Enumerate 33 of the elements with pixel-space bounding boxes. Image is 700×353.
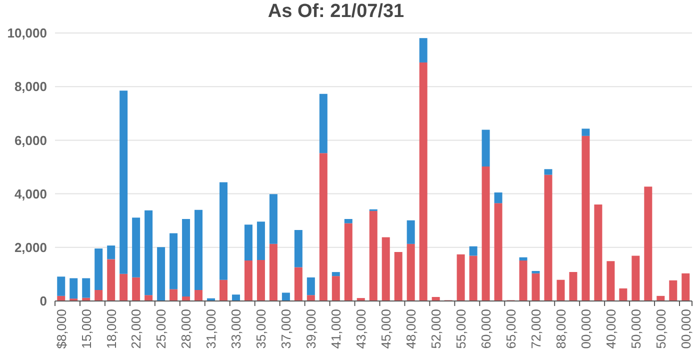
- x-tick-label: 88,000: [553, 309, 568, 349]
- x-tick-label: 15,000: [78, 309, 94, 349]
- x-tick-label: 50,000: [628, 309, 644, 349]
- y-tick-label: 6,000: [14, 132, 47, 148]
- x-tick-label: 55,000: [453, 309, 468, 349]
- x-tick-label: 00,000: [578, 309, 594, 349]
- x-tick-label: 60,000: [478, 309, 494, 349]
- x-tick-label: 39,000: [304, 309, 319, 349]
- x-tick-label: 37,000: [278, 309, 294, 349]
- chart-title: As Of: 21/07/31: [266, 0, 406, 24]
- x-tick-label: 25,000: [154, 309, 169, 349]
- x-tick-label: 45,000: [378, 309, 394, 349]
- x-tick-label: 18,000: [104, 309, 119, 349]
- y-tick-label: 2,000: [14, 240, 47, 256]
- y-tick-label: 8,000: [14, 79, 47, 94]
- x-tick-label: 33,000: [228, 309, 244, 349]
- x-tick-label: 41,000: [328, 309, 344, 349]
- x-tick-label: 43,000: [354, 309, 369, 349]
- x-tick-label: 50,000: [653, 309, 668, 349]
- y-tick-label: 4,000: [14, 186, 47, 202]
- x-tick-label: 40,000: [603, 309, 618, 349]
- x-tick-label: 65,000: [503, 309, 518, 349]
- x-tick-label: 72,000: [528, 309, 544, 349]
- x-tick-label: $8,000: [54, 309, 69, 349]
- x-tick-label: 31,000: [204, 309, 219, 349]
- x-tick-label: 28,000: [178, 309, 194, 349]
- x-tick-label: 00,000: [678, 309, 694, 349]
- x-tick-label: 22,000: [128, 309, 144, 349]
- y-tick-label: 10,000: [7, 26, 47, 41]
- x-tick-label: 48,000: [404, 309, 419, 349]
- x-tick-label: 52,000: [428, 309, 444, 349]
- x-tick-label: 35,000: [254, 309, 269, 349]
- y-tick-label: 0: [40, 294, 47, 309]
